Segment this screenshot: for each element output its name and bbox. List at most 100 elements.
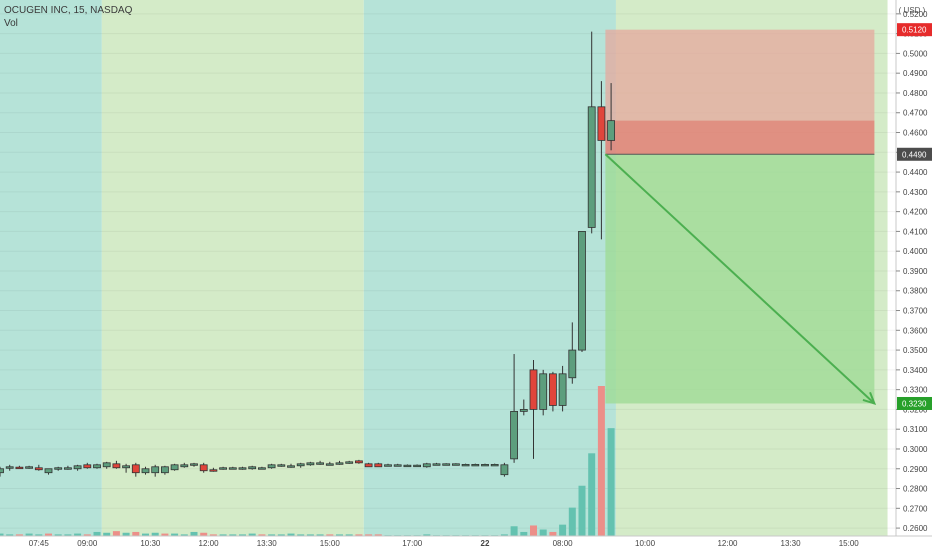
candle-body-up [277, 464, 286, 467]
candle [568, 322, 577, 384]
candle-body-up [316, 462, 325, 465]
volume-bar [132, 531, 140, 536]
candle-body-down [209, 469, 218, 472]
time-tick-label: 13:30 [781, 539, 802, 548]
candle [0, 466, 4, 477]
volume-bar [297, 534, 305, 536]
candle-body-up [325, 463, 334, 466]
volume-bar [588, 453, 596, 536]
candle [151, 464, 160, 477]
volume-bar [190, 531, 198, 536]
candle [141, 466, 150, 475]
candle [374, 462, 383, 468]
candle-body-up [287, 465, 295, 468]
volume-bar [607, 428, 615, 536]
volume-bar [355, 534, 363, 536]
candle-body-down [354, 460, 363, 464]
price-axis[interactable]: ( USD )0.52000.51000.50000.49000.48000.4… [895, 0, 932, 550]
price-tick-label: 0.5000 [903, 49, 928, 58]
candle [73, 464, 82, 471]
candle [287, 463, 295, 468]
candle-body-up [170, 464, 179, 471]
candle [529, 359, 538, 459]
candle-body-up [228, 467, 237, 470]
price-tick-label: 0.4000 [903, 247, 928, 256]
candle [451, 463, 460, 466]
candle-body-down [15, 466, 24, 470]
candle-body-up [519, 409, 528, 412]
volume-bar [597, 386, 605, 536]
candle [510, 354, 519, 463]
volume-bar [64, 534, 72, 536]
volume-bar [229, 534, 237, 536]
price-label-text: 0.5120 [902, 26, 927, 35]
candle [199, 462, 208, 473]
session-band-green [101, 0, 364, 536]
price-tick-label: 0.2700 [903, 504, 928, 513]
candle-body-up [490, 464, 499, 467]
price-tick-label: 0.4800 [903, 89, 928, 98]
candle-body-up [122, 465, 130, 469]
volume-bar [268, 534, 276, 536]
candle [471, 463, 480, 467]
volume-bar [578, 485, 586, 536]
candle [607, 83, 615, 151]
volume-bar [35, 534, 43, 536]
candle-body-down [199, 464, 208, 472]
candle [160, 465, 169, 475]
volume-bar [248, 533, 256, 536]
price-tick-label: 0.3100 [903, 425, 928, 434]
candle-body-up [0, 468, 4, 474]
candle [277, 463, 286, 467]
volume-bar [549, 531, 557, 536]
price-tick-label: 0.4200 [903, 208, 928, 217]
volume-bar [103, 532, 111, 536]
candle-body-up [587, 106, 596, 228]
candle [238, 466, 247, 470]
price-tick-label: 0.2800 [903, 485, 928, 494]
candle-body-up [102, 462, 111, 468]
time-tick-label: 10:00 [635, 539, 656, 548]
short-position-tool[interactable] [604, 29, 877, 406]
price-tick-label: 0.3900 [903, 267, 928, 276]
candle [413, 464, 422, 468]
candle [122, 463, 130, 473]
candle [345, 460, 354, 464]
volume-bar [287, 533, 295, 536]
candle [549, 371, 557, 412]
time-axis[interactable]: 07:45 09:00 10:30 12:00 13:30 15:00 17:00 22 08:… [0, 535, 932, 550]
volume-bar [0, 533, 4, 536]
candle [306, 461, 315, 466]
candle-body-up [248, 466, 257, 470]
volume-bar [151, 532, 159, 536]
candle [228, 466, 237, 470]
candle [384, 463, 392, 467]
open-loss-zone [605, 120, 875, 155]
time-tick-label: 10:30 [140, 539, 161, 548]
candle-body-up [141, 468, 150, 474]
price-axis-panel [896, 0, 932, 550]
stop-loss-zone[interactable] [605, 29, 875, 155]
candle-body-up [160, 466, 169, 474]
price-label-target [897, 396, 932, 410]
candle [481, 463, 489, 467]
candle [131, 462, 140, 477]
price-tick-label: 0.4600 [903, 129, 928, 138]
candle [500, 462, 509, 477]
price-tick-label: 0.3500 [903, 346, 928, 355]
volume-bar [74, 533, 82, 536]
candlesticks [0, 31, 615, 477]
price-tick-label: 0.3400 [903, 366, 928, 375]
price-tick-label: 0.4900 [903, 69, 928, 78]
candle [490, 463, 499, 467]
chart-legend: OCUGEN INC, 15, NASDAQ Vol [4, 4, 132, 30]
volume-label: Vol [4, 18, 18, 29]
candle [587, 31, 596, 234]
candle-body-up [219, 467, 228, 470]
candle [15, 465, 24, 470]
volume-bar [161, 533, 169, 536]
time-tick-label: 22 [481, 539, 490, 548]
currency-label: ( USD ) [899, 6, 926, 15]
candle [325, 461, 334, 466]
